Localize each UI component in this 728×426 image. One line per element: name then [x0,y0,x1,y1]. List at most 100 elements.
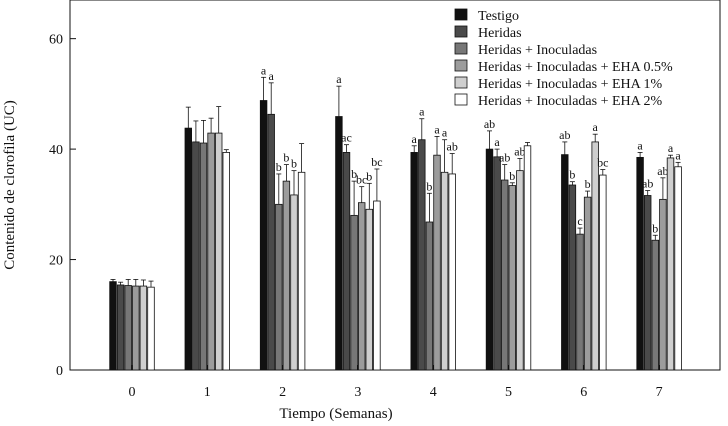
bar-s2-c2 [275,203,283,371]
bar-s5-c3 [373,200,381,371]
legend-swatch-3 [454,59,468,72]
bar-s1-c2 [267,113,275,371]
bar-s0-c4 [410,152,418,371]
legend: Testigo Heridas Heridas + Inoculadas Herida… [454,8,673,109]
sig-label-s1-c2: a [269,69,275,83]
bar-s5-c0 [147,286,155,371]
bar-s3-c0 [132,285,140,371]
x-tick-label-3: 3 [354,385,361,400]
bar-s0-c5 [485,148,494,371]
sig-label-s3-c6: b [585,177,591,191]
sig-label-s2-c5: ab [499,151,510,165]
y-tick-label-60: 60 [49,33,63,48]
bar-s4-c3 [365,208,373,371]
x-axis-label: Tiempo (Semanas) [279,406,392,422]
legend-label-3: Heridas + Inoculadas + EHA 0.5% [478,60,673,75]
bar-s3-c6 [583,196,592,371]
sig-label-s2-c2: b [276,160,282,174]
sig-label-s0-c2: a [261,63,267,77]
sig-label-s4-c3: b [366,169,372,183]
sig-label-s5-c7: a [675,148,681,162]
bar-s2-c3 [350,214,358,371]
x-tick-label-0: 0 [129,385,136,400]
sig-label-s0-c7: a [637,138,643,152]
bar-s3-c4 [433,154,441,371]
sig-label-s3-c3: bc [356,173,367,187]
sig-label-s4-c4: a [442,126,448,140]
y-axis-label: Contenido de clorofila (UC) [2,100,18,270]
x-tick-label-2: 2 [279,385,286,400]
bar-s2-c1 [199,142,208,371]
legend-label-5: Heridas + Inoculadas + EHA 2% [478,94,662,109]
bar-s3-c1 [207,132,215,371]
sig-label-s2-c4: b [426,179,432,193]
sig-label-s4-c2: b [291,157,297,171]
bar-s5-c4 [448,173,456,371]
bar-s4-c0 [139,285,148,371]
legend-label-1: Heridas [478,26,522,41]
bar-s3-c3 [357,202,366,371]
sig-label-s5-c3: bc [371,155,382,169]
sig-label-s3-c5: b [509,169,515,183]
bar-s1-c3 [342,152,351,371]
bar-s3-c7 [659,198,667,371]
bar-s1-c0 [116,284,125,371]
legend-swatch-2 [454,42,468,55]
bar-s1-c5 [493,156,501,371]
bar-s5-c2 [297,171,306,371]
bar-s0-c3 [335,116,343,371]
bar-s4-c4 [440,171,449,371]
bar-s2-c6 [576,233,584,371]
sig-label-s0-c5: ab [484,117,495,131]
y-tick-label-40: 40 [49,143,63,158]
x-axis: 0 1 2 3 4 5 6 7 [129,365,663,400]
sig-label-s2-c7: b [652,221,658,235]
sig-label-s1-c5: a [494,135,500,149]
bar-s1-c6 [568,184,577,371]
bar-s5-c7 [674,166,682,371]
sig-label-s3-c7: ab [657,164,668,178]
bars: aaaababaaacaababbbbabcbbbcabbabbbaabaabc… [109,63,682,371]
y-tick-label-20: 20 [49,254,63,269]
bar-s4-c1 [214,132,223,371]
bar-s1-c7 [644,195,652,371]
bar-s3-c2 [282,180,291,371]
sig-label-s4-c5: ab [514,144,525,158]
bar-s1-c1 [192,141,200,371]
bar-s4-c2 [290,194,298,371]
bar-s5-c1 [222,152,230,371]
x-tick-label-7: 7 [656,385,663,400]
bar-s1-c4 [418,139,426,371]
x-tick-label-1: 1 [204,385,211,400]
bar-s0-c0 [109,281,117,371]
legend-swatch-4 [454,76,468,89]
sig-label-s1-c4: a [419,105,425,119]
sig-label-s0-c6: ab [559,128,570,142]
bar-s0-c1 [184,127,192,371]
plot-frame [69,0,721,371]
sig-label-s2-c6: c [577,214,582,228]
bar-s3-c5 [508,185,516,371]
sig-label-s5-c6: bc [597,156,608,170]
bar-s0-c6 [561,154,569,371]
sig-label-s5-c4: ab [447,140,458,154]
sig-label-s0-c3: a [336,72,342,86]
bar-s4-c7 [666,157,675,371]
x-tick-label-4: 4 [430,385,437,400]
y-tick-label-0: 0 [56,364,63,379]
legend-swatch-5 [454,93,468,106]
x-tick-label-6: 6 [580,385,587,400]
bar-s4-c6 [591,141,599,371]
sig-label-s2-c3: b [351,167,357,181]
legend-swatch-0 [454,8,468,21]
sig-label-s1-c7: ab [642,177,653,191]
sig-label-s3-c2: b [283,151,289,165]
sig-label-s1-c3: ac [341,131,352,145]
legend-label-2: Heridas + Inoculadas [478,43,597,58]
x-tick-label-5: 5 [505,385,512,400]
sig-label-s4-c7: a [668,141,674,155]
sig-label-s1-c6: b [569,168,575,182]
legend-label-0: Testigo [478,9,519,24]
bar-s2-c0 [124,285,132,371]
